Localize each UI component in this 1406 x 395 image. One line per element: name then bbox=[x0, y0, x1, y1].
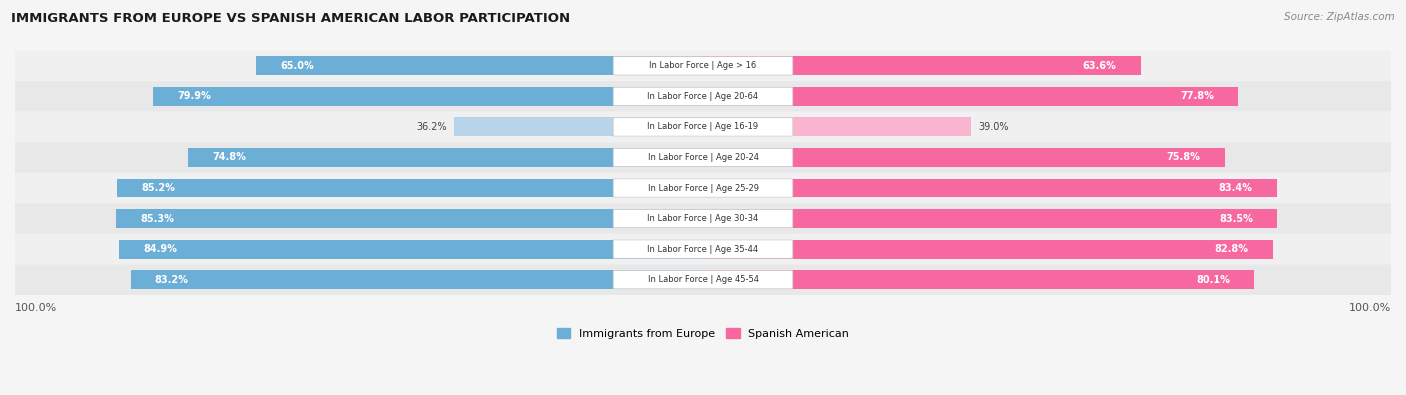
Bar bbox=[153, 87, 703, 106]
Bar bbox=[703, 270, 1254, 289]
Text: Source: ZipAtlas.com: Source: ZipAtlas.com bbox=[1284, 12, 1395, 22]
Text: 100.0%: 100.0% bbox=[1348, 303, 1391, 314]
Text: In Labor Force | Age > 16: In Labor Force | Age > 16 bbox=[650, 61, 756, 70]
Bar bbox=[117, 179, 703, 198]
FancyBboxPatch shape bbox=[613, 209, 793, 228]
Bar bbox=[703, 209, 1278, 228]
Text: 79.9%: 79.9% bbox=[177, 91, 211, 102]
Text: 74.8%: 74.8% bbox=[212, 152, 246, 162]
Text: In Labor Force | Age 20-24: In Labor Force | Age 20-24 bbox=[648, 153, 758, 162]
Text: 83.4%: 83.4% bbox=[1219, 183, 1253, 193]
Text: In Labor Force | Age 35-44: In Labor Force | Age 35-44 bbox=[647, 245, 759, 254]
Bar bbox=[256, 56, 703, 75]
Bar bbox=[703, 179, 1277, 198]
Text: 80.1%: 80.1% bbox=[1197, 275, 1230, 285]
Bar bbox=[117, 209, 703, 228]
FancyBboxPatch shape bbox=[1, 203, 1405, 234]
Text: In Labor Force | Age 20-64: In Labor Force | Age 20-64 bbox=[647, 92, 759, 101]
Text: 82.8%: 82.8% bbox=[1215, 244, 1249, 254]
Text: IMMIGRANTS FROM EUROPE VS SPANISH AMERICAN LABOR PARTICIPATION: IMMIGRANTS FROM EUROPE VS SPANISH AMERIC… bbox=[11, 12, 571, 25]
Bar bbox=[120, 240, 703, 259]
Bar bbox=[188, 148, 703, 167]
FancyBboxPatch shape bbox=[613, 148, 793, 167]
Text: In Labor Force | Age 16-19: In Labor Force | Age 16-19 bbox=[647, 122, 759, 132]
Text: 75.8%: 75.8% bbox=[1167, 152, 1201, 162]
Bar bbox=[703, 87, 1239, 106]
FancyBboxPatch shape bbox=[613, 179, 793, 197]
Text: 36.2%: 36.2% bbox=[416, 122, 447, 132]
Text: 63.6%: 63.6% bbox=[1083, 61, 1116, 71]
FancyBboxPatch shape bbox=[613, 118, 793, 136]
Bar bbox=[703, 56, 1140, 75]
Text: In Labor Force | Age 45-54: In Labor Force | Age 45-54 bbox=[648, 275, 758, 284]
FancyBboxPatch shape bbox=[1, 142, 1405, 173]
Bar bbox=[131, 270, 703, 289]
FancyBboxPatch shape bbox=[1, 264, 1405, 295]
FancyBboxPatch shape bbox=[613, 87, 793, 105]
Bar bbox=[703, 148, 1225, 167]
Text: 84.9%: 84.9% bbox=[143, 244, 177, 254]
Legend: Immigrants from Europe, Spanish American: Immigrants from Europe, Spanish American bbox=[553, 324, 853, 343]
Text: In Labor Force | Age 25-29: In Labor Force | Age 25-29 bbox=[648, 184, 758, 192]
Text: 85.3%: 85.3% bbox=[141, 214, 174, 224]
Text: 39.0%: 39.0% bbox=[979, 122, 1008, 132]
Text: In Labor Force | Age 30-34: In Labor Force | Age 30-34 bbox=[647, 214, 759, 223]
Text: 100.0%: 100.0% bbox=[15, 303, 58, 314]
FancyBboxPatch shape bbox=[613, 56, 793, 75]
Text: 77.8%: 77.8% bbox=[1180, 91, 1215, 102]
FancyBboxPatch shape bbox=[613, 271, 793, 289]
Text: 83.5%: 83.5% bbox=[1219, 214, 1253, 224]
Text: 85.2%: 85.2% bbox=[141, 183, 174, 193]
Text: 83.2%: 83.2% bbox=[155, 275, 188, 285]
FancyBboxPatch shape bbox=[613, 240, 793, 258]
Text: 65.0%: 65.0% bbox=[280, 61, 314, 71]
FancyBboxPatch shape bbox=[1, 173, 1405, 203]
Bar bbox=[703, 117, 972, 136]
FancyBboxPatch shape bbox=[1, 112, 1405, 142]
Bar bbox=[454, 117, 703, 136]
Bar bbox=[703, 240, 1272, 259]
FancyBboxPatch shape bbox=[1, 234, 1405, 264]
FancyBboxPatch shape bbox=[1, 81, 1405, 112]
FancyBboxPatch shape bbox=[1, 51, 1405, 81]
